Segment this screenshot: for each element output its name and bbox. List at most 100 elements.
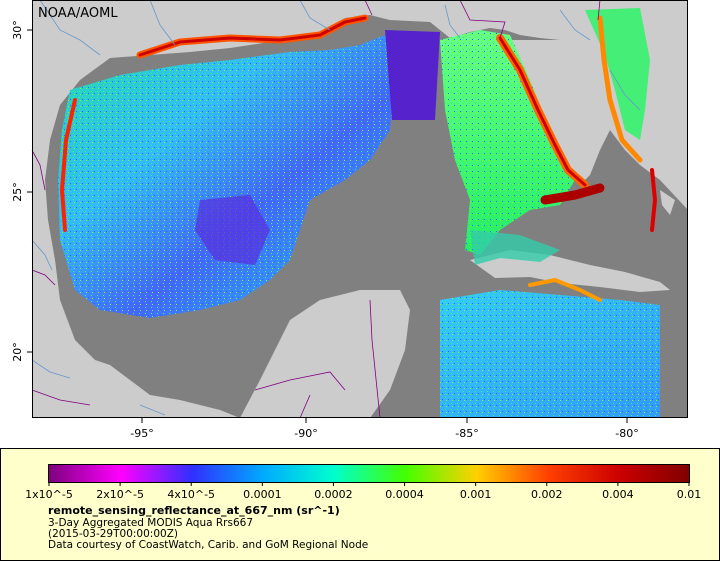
colorbar-segment xyxy=(343,465,345,482)
colorbar-segment xyxy=(643,465,645,482)
colorbar-segment xyxy=(511,465,513,482)
colorbar-segment xyxy=(401,465,403,482)
colorbar-segment xyxy=(517,465,519,482)
colorbar-segment xyxy=(423,465,425,482)
colorbar-segment xyxy=(145,465,147,482)
lat-label: 25° xyxy=(11,182,24,202)
colorbar-segment xyxy=(349,465,351,482)
colorbar-segment xyxy=(143,465,145,482)
colorbar-segment xyxy=(189,465,191,482)
colorbar-segment xyxy=(635,465,637,482)
colorbar-segment xyxy=(617,465,619,482)
colorbar-segment xyxy=(573,465,575,482)
colorbar-segments xyxy=(49,465,689,482)
colorbar-segment xyxy=(657,465,659,482)
colorbar-segment xyxy=(357,465,359,482)
watermark: NOAA/AOML xyxy=(38,6,118,21)
colorbar-segment xyxy=(539,465,541,482)
colorbar-segment xyxy=(95,465,97,482)
colorbar-segment xyxy=(595,465,597,482)
colorbar-segment xyxy=(629,465,631,482)
colorbar-segment xyxy=(305,465,307,482)
colorbar-segment xyxy=(549,465,551,482)
rivers xyxy=(31,0,641,416)
colorbar-segment xyxy=(601,465,603,482)
map-panel: -95° -90° -85° -80° 30° 25° 20° NOAA/AOM… xyxy=(11,0,688,440)
colorbar-segment xyxy=(537,465,539,482)
colorbar-segment xyxy=(295,465,297,482)
colorbar-segment xyxy=(399,465,401,482)
colorbar-segment xyxy=(507,465,509,482)
colorbar-segment xyxy=(419,465,421,482)
colorbar-segment xyxy=(581,465,583,482)
colorbar-segment xyxy=(97,465,99,482)
colorbar-segment xyxy=(493,465,495,482)
colorbar-segment xyxy=(591,465,593,482)
colorbar-segment xyxy=(135,465,137,482)
colorbar-segment xyxy=(559,465,561,482)
colorbar-segment xyxy=(555,465,557,482)
colorbar-segment xyxy=(613,465,615,482)
colorbar-segment xyxy=(235,465,237,482)
north-gulf-strip xyxy=(385,30,440,120)
colorbar-segment xyxy=(585,465,587,482)
colorbar-segment xyxy=(75,465,77,482)
colorbar-segment xyxy=(253,465,255,482)
colorbar-segment xyxy=(593,465,595,482)
colorbar-segment xyxy=(103,465,105,482)
colorbar-segment xyxy=(71,465,73,482)
colorbar-segment xyxy=(117,465,119,482)
colorbar-segment xyxy=(237,465,239,482)
colorbar-segment xyxy=(289,465,291,482)
colorbar-segment xyxy=(513,465,515,482)
colorbar-segment xyxy=(65,465,67,482)
colorbar-segment xyxy=(239,465,241,482)
border xyxy=(31,269,56,286)
colorbar-segment xyxy=(375,465,377,482)
colorbar-segment xyxy=(603,465,605,482)
colorbar-segment xyxy=(85,465,87,482)
colorbar-segment xyxy=(169,465,171,482)
colorbar-segment xyxy=(195,465,197,482)
colorbar-segment xyxy=(183,465,185,482)
colorbar-segment xyxy=(483,465,485,482)
colorbar-label: 0.0002 xyxy=(314,488,353,501)
colorbar-segment xyxy=(131,465,133,482)
colorbar-segment xyxy=(73,465,75,482)
colorbar-segment xyxy=(407,465,409,482)
border xyxy=(364,0,373,16)
colorbar-segment xyxy=(393,465,395,482)
colorbar-segment xyxy=(625,465,627,482)
cuba-north-band xyxy=(528,278,602,302)
river xyxy=(31,239,53,271)
colorbar-segment xyxy=(683,465,685,482)
colorbar-segment xyxy=(307,465,309,482)
colorbar-segment xyxy=(567,465,569,482)
colorbar-segment xyxy=(175,465,177,482)
colorbar-segment xyxy=(55,465,57,482)
colorbar-segment xyxy=(505,465,507,482)
colorbar-segment xyxy=(265,465,267,482)
river xyxy=(149,0,176,46)
colorbar-segment xyxy=(677,465,679,482)
colorbar-segment xyxy=(579,465,581,482)
yucatan-channel-data xyxy=(470,230,560,265)
colorbar-segment xyxy=(453,465,455,482)
colorbar: 1x10^-5 2x10^-5 4x10^-5 0.0001 0.0002 0.0004 0… xyxy=(25,464,701,501)
florida-keys-band xyxy=(540,183,605,205)
colorbar-segment xyxy=(291,465,293,482)
colorbar-ticks xyxy=(48,482,690,486)
colorbar-segment xyxy=(133,465,135,482)
colorbar-segment xyxy=(167,465,169,482)
colorbar-segment xyxy=(615,465,617,482)
colorbar-segment xyxy=(63,465,65,482)
colorbar-segment xyxy=(481,465,483,482)
colorbar-segment xyxy=(89,465,91,482)
colorbar-segment xyxy=(609,465,611,482)
colorbar-segment xyxy=(589,465,591,482)
colorbar-segment xyxy=(207,465,209,482)
river xyxy=(139,404,166,416)
colorbar-segment xyxy=(681,465,683,482)
lon-label: -80° xyxy=(615,427,638,440)
colorbar-segment xyxy=(529,465,531,482)
